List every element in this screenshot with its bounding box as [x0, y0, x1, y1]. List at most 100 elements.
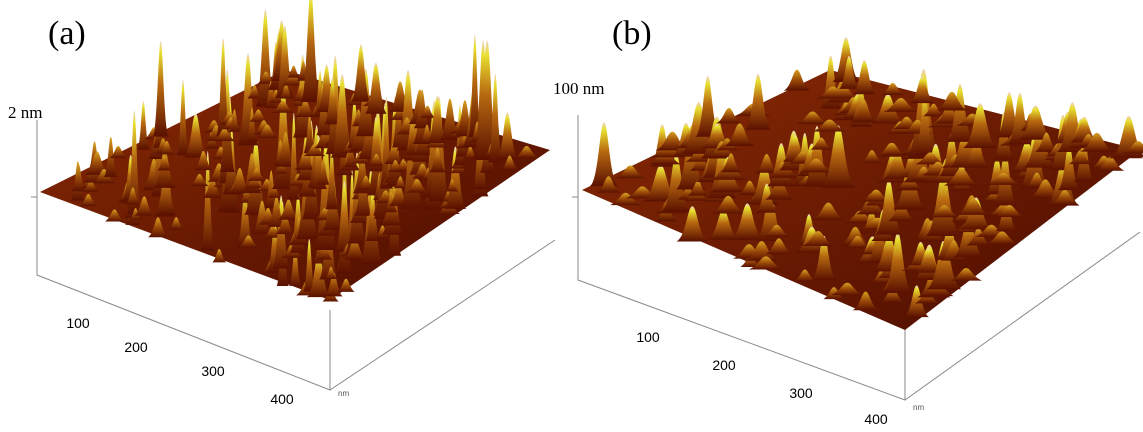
peak [129, 208, 142, 221]
peak [303, 113, 316, 154]
peak [355, 68, 377, 137]
peak [487, 73, 503, 163]
peak [764, 177, 794, 200]
panel-label: (a) [48, 15, 86, 52]
peak [615, 165, 646, 179]
peak [739, 180, 761, 195]
peak [755, 154, 778, 173]
peak [956, 198, 990, 215]
peak [278, 199, 299, 220]
peak [883, 232, 913, 294]
peak [799, 158, 834, 173]
x-tick-label: 100 [66, 315, 90, 331]
peak [190, 173, 209, 187]
peak [247, 85, 262, 99]
peak [936, 91, 968, 111]
peak [364, 62, 387, 114]
peak [915, 152, 946, 165]
peak [109, 146, 127, 159]
peak [257, 71, 275, 84]
peak [183, 113, 208, 158]
peak [213, 128, 236, 142]
peak [783, 69, 811, 91]
peak [236, 188, 254, 247]
peak [444, 146, 467, 209]
peak [914, 89, 935, 155]
peak [1029, 179, 1062, 199]
peak [427, 96, 448, 144]
peak [962, 103, 998, 149]
peak [295, 99, 316, 117]
peak [964, 134, 989, 168]
x-tick-label: 300 [789, 385, 813, 401]
x-tick-label: 200 [124, 339, 148, 355]
peak [429, 147, 446, 173]
peak [1122, 141, 1143, 154]
axes [31, 120, 556, 391]
panel-b: (b) 100 nm 100 200 300 400 nm [553, 15, 1143, 427]
peak [383, 143, 404, 165]
peak [294, 151, 316, 170]
peak [306, 252, 331, 298]
axis-unit: nm [338, 389, 349, 398]
peak [794, 269, 816, 282]
peak [730, 203, 764, 240]
peak [324, 266, 338, 279]
x-tick-label: 100 [636, 329, 660, 345]
peak [687, 180, 708, 196]
peak [152, 40, 169, 137]
peak [420, 105, 435, 118]
peak [324, 272, 343, 297]
peak [79, 193, 97, 207]
peak [1050, 189, 1080, 205]
peak [176, 79, 190, 156]
peak [159, 140, 175, 155]
peak [413, 89, 431, 129]
peak [1034, 132, 1058, 152]
x-tick-label: 400 [864, 411, 888, 427]
peak [245, 175, 263, 188]
x-tick-label: 400 [270, 391, 294, 407]
peak [720, 153, 742, 173]
peak [823, 287, 845, 300]
peak [1058, 144, 1081, 191]
peak [929, 205, 960, 218]
peak [755, 183, 779, 213]
peak [796, 111, 829, 124]
peak [168, 217, 184, 230]
peak [852, 60, 877, 95]
peak [844, 235, 871, 249]
peak [716, 108, 742, 124]
peak [303, 144, 326, 157]
peak [300, 0, 321, 102]
peak [127, 110, 142, 215]
peak [810, 137, 833, 150]
axes [572, 115, 1141, 401]
peak [92, 169, 116, 184]
peak [279, 83, 293, 99]
peak [871, 94, 905, 124]
peak [887, 202, 916, 222]
peak [202, 177, 223, 198]
peak [514, 146, 539, 159]
peak [393, 176, 407, 189]
peak [925, 170, 961, 237]
peak [249, 109, 268, 122]
peak [1018, 105, 1053, 140]
peak [337, 278, 355, 292]
peak [303, 238, 316, 292]
peak [406, 179, 429, 193]
peak [212, 249, 227, 263]
peak [1068, 150, 1092, 165]
peak [148, 217, 168, 238]
peak [268, 89, 284, 103]
peak [105, 209, 124, 222]
peak [765, 238, 793, 255]
peak [367, 116, 385, 172]
peak [134, 196, 155, 216]
peak [275, 160, 288, 174]
peak [914, 247, 942, 273]
peak [384, 191, 398, 213]
peak [676, 206, 709, 242]
